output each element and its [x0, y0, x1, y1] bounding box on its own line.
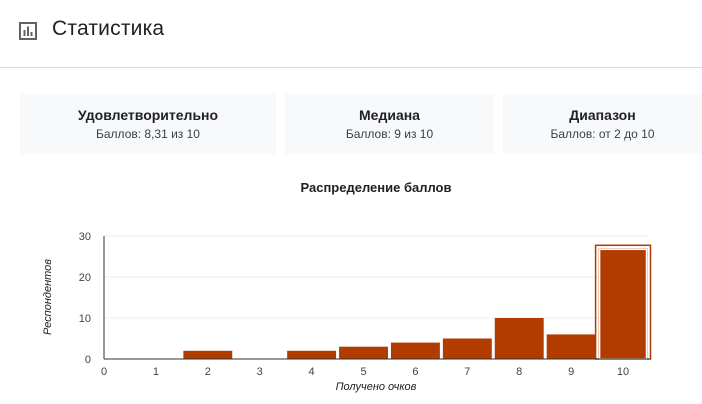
score-distribution-chart: Распределение баллов 0 1 2 3 4 5 6 7 8 9 10 0 10 20 3…: [42, 180, 652, 393]
x-tick-label: 5: [360, 366, 366, 378]
x-tick-label: 6: [412, 366, 418, 378]
x-tick-label: 2: [205, 366, 211, 378]
bar-chart-icon: [19, 22, 37, 40]
chart-y-ticks: 0 10 20 30: [79, 231, 91, 366]
bar-4[interactable]: [287, 350, 337, 359]
x-tick-label: 4: [309, 366, 315, 378]
page-title: Статистика: [52, 17, 165, 40]
bar-5[interactable]: [339, 346, 388, 359]
x-tick-label: 1: [153, 366, 159, 378]
summary-card-range: Диапазон Баллов: от 2 до 10: [503, 94, 702, 154]
x-tick-label: 3: [257, 366, 263, 378]
x-tick-label: 10: [617, 366, 629, 378]
bar-2[interactable]: [183, 350, 233, 359]
y-tick-label: 20: [79, 272, 91, 284]
x-tick-label: 0: [101, 366, 107, 378]
x-tick-label: 9: [568, 366, 574, 378]
x-tick-label: 7: [464, 366, 470, 378]
stats-header: Статистика: [0, 0, 702, 68]
bar-9[interactable]: [546, 334, 596, 359]
chart-axes: [103, 236, 649, 360]
chart-bars: [183, 244, 652, 360]
card-title: Удовлетворительно: [77, 107, 219, 123]
card-title: Диапазон: [569, 107, 636, 123]
card-title: Медиана: [359, 107, 420, 123]
card-subtitle: Баллов: от 2 до 10: [550, 127, 655, 141]
chart-title: Распределение баллов: [300, 180, 451, 195]
y-axis-label: Респондентов: [42, 259, 54, 335]
bar-8[interactable]: [494, 318, 544, 359]
y-tick-label: 10: [79, 313, 91, 325]
chart-x-ticks: 0 1 2 3 4 5 6 7 8 9 10: [101, 366, 629, 378]
bar-10[interactable]: [598, 248, 648, 359]
y-tick-label: 30: [79, 231, 91, 243]
chart-grid: [104, 235, 649, 319]
x-tick-label: 8: [516, 366, 522, 378]
bar-7[interactable]: [442, 338, 492, 360]
summary-card-average: Удовлетворительно Баллов: 8,31 из 10: [20, 94, 276, 154]
bar-6[interactable]: [390, 342, 440, 359]
x-axis-label: Получено очков: [336, 381, 417, 393]
card-subtitle: Баллов: 8,31 из 10: [96, 127, 200, 141]
card-subtitle: Баллов: 9 из 10: [345, 127, 434, 141]
y-tick-label: 0: [85, 354, 91, 366]
summary-card-median: Медиана Баллов: 9 из 10: [285, 94, 494, 154]
